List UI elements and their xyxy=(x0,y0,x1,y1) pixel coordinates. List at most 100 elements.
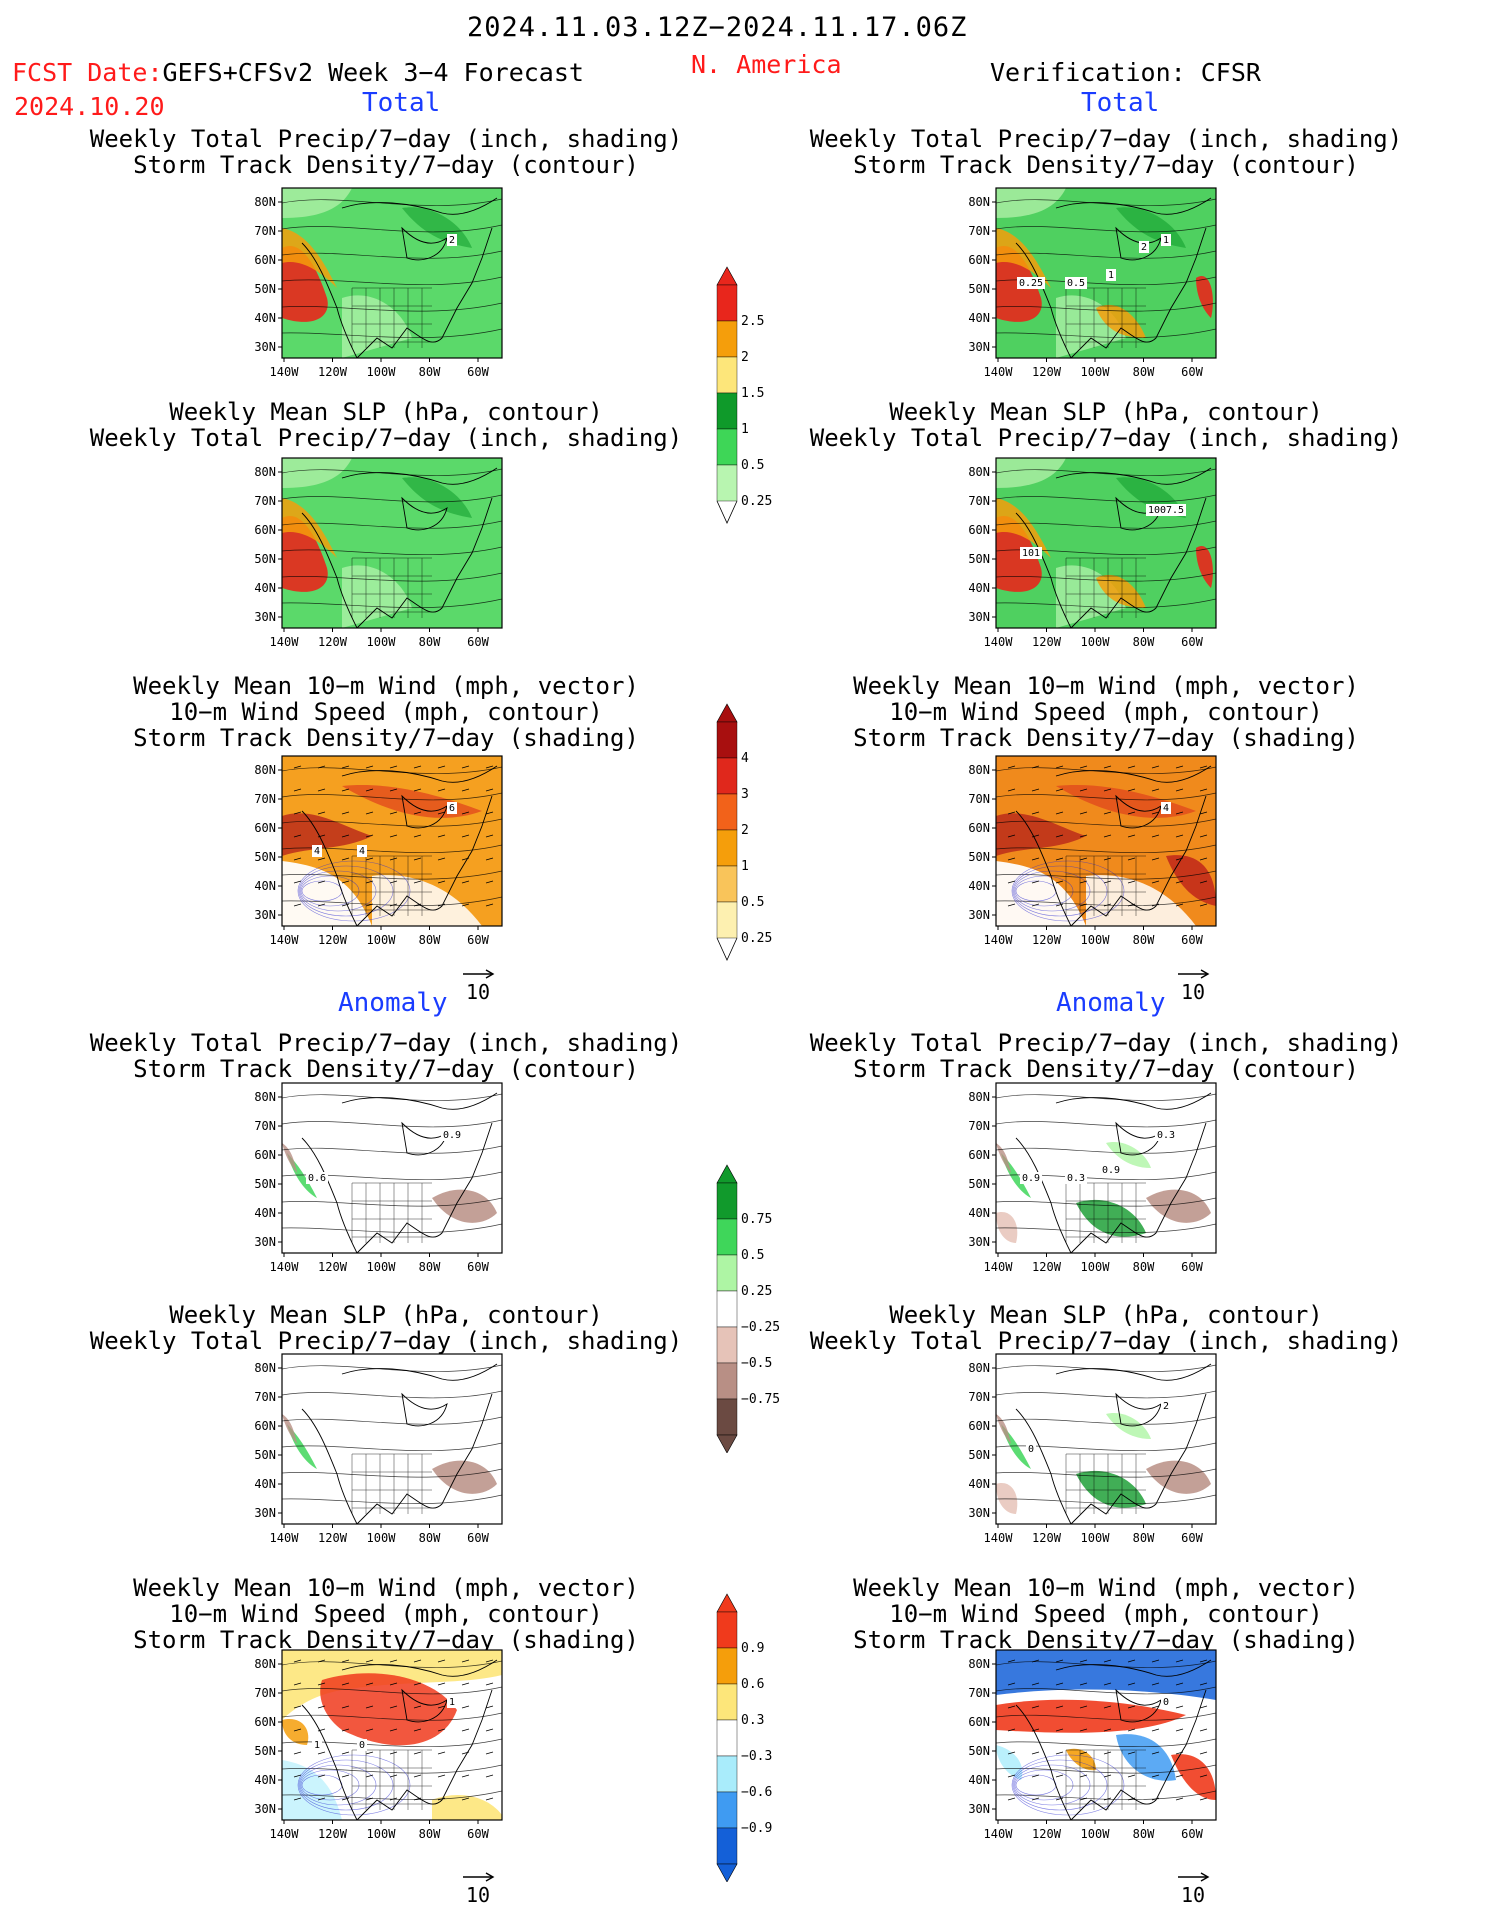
coastlines xyxy=(1015,1363,1212,1525)
lat-label: 40N xyxy=(254,1206,276,1220)
contour-label: 2 xyxy=(1141,242,1147,253)
contour-label-bg xyxy=(357,845,367,857)
contour-label: 0.5 xyxy=(1067,278,1085,289)
fcst-date-value: 2024.10.20 xyxy=(14,92,165,121)
vector-arrow-icon xyxy=(1178,1872,1210,1882)
precip-area xyxy=(282,498,337,558)
map-panel-obs-anom-wind: 80N 70N 60N 50N 40N 30N 140W 120W 100W 80W 60W 0 xyxy=(968,1649,1217,1841)
coastlines xyxy=(301,467,498,629)
colorbar-top-arrow xyxy=(716,703,738,723)
map-frame xyxy=(281,1353,503,1525)
lon-label: 100W xyxy=(367,933,397,947)
caption-line: Weekly Mean 10−m Wind (mph, vector) xyxy=(853,672,1359,700)
wind-vectors xyxy=(293,765,494,907)
lat-label: 60N xyxy=(968,1419,990,1433)
caption-line: 10−m Wind Speed (mph, contour) xyxy=(169,1600,603,1628)
lat-label: 80N xyxy=(968,465,990,479)
colorbar-bottom-arrow xyxy=(716,1863,738,1882)
lat-label: 30N xyxy=(968,1235,990,1249)
lat-label: 30N xyxy=(254,1802,276,1816)
lon-label: 120W xyxy=(318,933,348,947)
map-panel-obs-total-precip: 80N 70N 60N 50N 40N 30N 140W 120W 100W 80W 60W 1 0.2… xyxy=(968,187,1217,379)
colorbar-segment xyxy=(716,1827,738,1865)
caption-obs-anom-slp: Weekly Mean SLP (hPa, contour) Weekly To… xyxy=(786,1302,1426,1354)
lon-label: 120W xyxy=(318,1827,348,1841)
coastlines xyxy=(301,765,498,927)
lat-label: 40N xyxy=(254,581,276,595)
lat-label: 80N xyxy=(254,1361,276,1375)
colorbar-segment xyxy=(716,1218,738,1256)
lat-label: 40N xyxy=(968,1206,990,1220)
caption-line: Storm Track Density/7−day (contour) xyxy=(853,151,1359,179)
storm-density-high xyxy=(282,813,372,856)
contour-label-bg xyxy=(357,1739,367,1751)
coastlines xyxy=(1015,765,1212,927)
colorbar-segment xyxy=(716,1326,738,1364)
colorbar-segment xyxy=(716,1290,738,1328)
positive-anomaly-area xyxy=(1076,1470,1146,1508)
colorbar-label: 0.25 xyxy=(741,494,772,509)
lon-label: 140W xyxy=(270,365,300,379)
contour-label-bg xyxy=(1020,547,1042,559)
state-borders xyxy=(351,287,432,348)
colorbar-top-arrow xyxy=(716,1164,738,1184)
colorbar-segment xyxy=(716,829,738,867)
lat-label: 70N xyxy=(254,792,276,806)
lon-label: 100W xyxy=(1081,933,1111,947)
contour-label: 4 xyxy=(359,846,365,857)
wind-speed-contours xyxy=(297,860,411,922)
colorbar-label: −0.6 xyxy=(741,1785,772,1800)
lat-label: 60N xyxy=(254,523,276,537)
lat-label: 60N xyxy=(254,1148,276,1162)
colorbar-label: −0.5 xyxy=(741,1356,772,1371)
contour-label: 0.9 xyxy=(443,1130,461,1141)
lat-label: 30N xyxy=(968,908,990,922)
colorbar-label: 0.6 xyxy=(741,1677,764,1692)
negative-anomaly-area xyxy=(282,1760,342,1820)
state-borders xyxy=(351,1182,432,1243)
map-frame xyxy=(995,1649,1217,1821)
caption-line: Storm Track Density/7−day (contour) xyxy=(853,1055,1359,1083)
lon-label: 60W xyxy=(1181,1827,1203,1841)
lon-label: 60W xyxy=(467,635,489,649)
caption-line: Weekly Mean SLP (hPa, contour) xyxy=(169,398,603,426)
caption-fc-total-precip: Weekly Total Precip/7−day (inch, shading… xyxy=(66,126,706,178)
lat-label: 80N xyxy=(254,195,276,209)
lon-label: 80W xyxy=(419,1531,441,1545)
lon-label: 140W xyxy=(984,1531,1014,1545)
map-frame xyxy=(281,755,503,927)
lon-label: 120W xyxy=(318,1260,348,1274)
lon-label: 140W xyxy=(984,365,1014,379)
contour-label: 0 xyxy=(1028,1444,1034,1455)
contour-label-bg xyxy=(1065,1172,1087,1184)
lon-label: 80W xyxy=(1133,365,1155,379)
lat-label: 40N xyxy=(968,581,990,595)
coastlines xyxy=(1015,197,1212,359)
precip-area xyxy=(1096,304,1146,338)
colorbar-segment xyxy=(716,1182,738,1220)
lon-label: 120W xyxy=(318,635,348,649)
negative-anomaly-area xyxy=(1146,1189,1211,1223)
contour-label: 0.3 xyxy=(1157,1130,1175,1141)
negative-anomaly-area xyxy=(432,1460,497,1494)
lat-label: 50N xyxy=(254,1744,276,1758)
caption-obs-anom-precip: Weekly Total Precip/7−day (inch, shading… xyxy=(786,1030,1426,1082)
lat-label: 80N xyxy=(968,1361,990,1375)
caption-line: Weekly Mean 10−m Wind (mph, vector) xyxy=(133,1574,639,1602)
caption-line: Weekly Mean SLP (hPa, contour) xyxy=(889,398,1323,426)
lat-label: 80N xyxy=(968,195,990,209)
colorbar-label: 0.25 xyxy=(741,931,772,946)
map-panel-obs-anom-slp: 80N 70N 60N 50N 40N 30N 140W 120W 100W 80W 60W 2 0 xyxy=(968,1353,1217,1545)
section-total-verification: Total xyxy=(1081,88,1160,118)
lon-label: 80W xyxy=(419,1260,441,1274)
negative-anomaly-area xyxy=(996,1414,1011,1444)
lon-label: 80W xyxy=(419,365,441,379)
lon-label: 60W xyxy=(1181,933,1203,947)
colorbar-segment xyxy=(716,721,738,759)
caption-line: 10−m Wind Speed (mph, contour) xyxy=(169,698,603,726)
fcst-model: GEFS+CFSv2 Week 3−4 Forecast xyxy=(162,58,584,87)
lat-label: 60N xyxy=(254,253,276,267)
lon-label: 140W xyxy=(984,933,1014,947)
moderate-precip-area xyxy=(402,477,472,518)
lat-label: 50N xyxy=(968,1744,990,1758)
